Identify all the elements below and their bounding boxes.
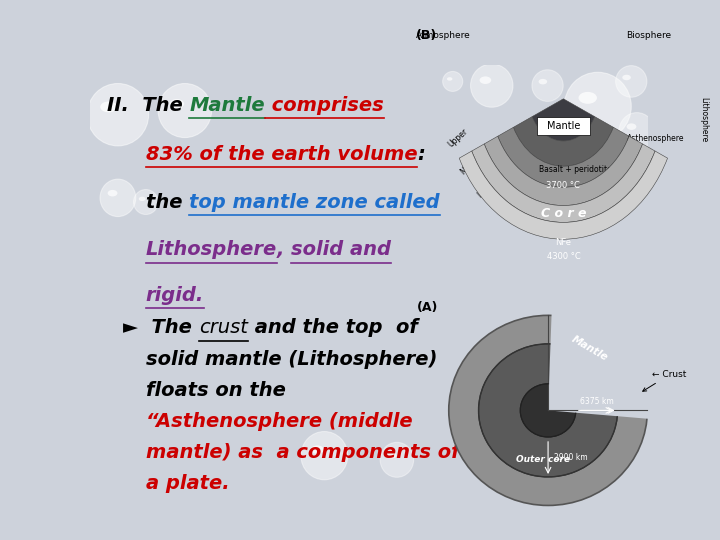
Text: Biosphere: Biosphere	[626, 31, 672, 40]
Ellipse shape	[387, 453, 397, 458]
Text: II.  The: II. The	[107, 96, 189, 115]
Text: Peridotite: Peridotite	[626, 156, 664, 165]
Ellipse shape	[107, 190, 117, 197]
Text: Mantle: Mantle	[546, 121, 580, 131]
Text: Middle: Middle	[459, 153, 484, 177]
Wedge shape	[532, 99, 595, 141]
Text: 3700 °C: 3700 °C	[546, 181, 580, 191]
Text: crust: crust	[199, 319, 248, 338]
Text: comprises: comprises	[265, 96, 384, 115]
Ellipse shape	[380, 442, 414, 477]
Ellipse shape	[443, 71, 463, 91]
Circle shape	[479, 344, 618, 477]
Ellipse shape	[579, 92, 597, 104]
Ellipse shape	[87, 84, 148, 146]
Ellipse shape	[622, 75, 631, 80]
Circle shape	[449, 315, 647, 505]
Wedge shape	[485, 136, 642, 206]
Text: Mantle: Mantle	[189, 96, 265, 115]
Ellipse shape	[564, 72, 631, 140]
Text: C o r e: C o r e	[541, 207, 586, 220]
Text: Lower: Lower	[476, 178, 499, 200]
Text: ← Crust: ← Crust	[643, 370, 687, 392]
Ellipse shape	[532, 70, 563, 102]
Ellipse shape	[158, 84, 212, 138]
Text: Atmosphere: Atmosphere	[416, 31, 471, 40]
Ellipse shape	[626, 123, 636, 130]
Circle shape	[521, 384, 576, 437]
Text: 11: 11	[613, 456, 629, 469]
Text: solid mantle (Lithosphere): solid mantle (Lithosphere)	[145, 349, 437, 369]
Text: 6375 km: 6375 km	[580, 397, 613, 406]
Text: top mantle zone called: top mantle zone called	[189, 193, 440, 212]
Wedge shape	[472, 144, 655, 222]
Wedge shape	[548, 310, 652, 419]
Text: (B): (B)	[416, 29, 438, 42]
Text: and the top  of: and the top of	[248, 319, 418, 338]
Text: (A): (A)	[417, 301, 438, 314]
Ellipse shape	[447, 77, 452, 80]
Text: ,: ,	[277, 240, 291, 259]
Text: 83% of the earth volume: 83% of the earth volume	[145, 145, 418, 164]
Text: Lithosphere: Lithosphere	[699, 97, 708, 143]
Wedge shape	[513, 117, 613, 166]
Text: Upper: Upper	[446, 127, 469, 149]
Text: Outer core: Outer core	[516, 455, 570, 464]
FancyBboxPatch shape	[537, 117, 590, 136]
Text: NFe: NFe	[555, 238, 572, 247]
Ellipse shape	[169, 99, 184, 109]
Wedge shape	[459, 151, 667, 239]
Ellipse shape	[311, 446, 324, 454]
Text: Asthenosphere: Asthenosphere	[626, 133, 684, 143]
Text: mantle) as  a components of: mantle) as a components of	[145, 443, 459, 462]
Text: the: the	[145, 193, 189, 212]
Ellipse shape	[616, 66, 647, 97]
Ellipse shape	[100, 179, 136, 217]
Text: a plate.: a plate.	[145, 474, 230, 494]
Ellipse shape	[619, 113, 654, 150]
Text: ►  The: ► The	[124, 319, 199, 338]
Ellipse shape	[133, 190, 158, 214]
Ellipse shape	[539, 79, 547, 84]
Text: :: :	[418, 145, 426, 164]
Wedge shape	[498, 127, 629, 187]
Ellipse shape	[301, 431, 348, 480]
Text: Lithosphere: Lithosphere	[145, 240, 277, 259]
Text: 2900 km: 2900 km	[554, 454, 588, 462]
Ellipse shape	[139, 197, 145, 201]
Text: Mantle: Mantle	[570, 334, 610, 363]
Text: floats on the: floats on the	[145, 381, 286, 400]
Ellipse shape	[100, 102, 117, 112]
Text: rigid.: rigid.	[145, 286, 204, 305]
Text: 4300 °C: 4300 °C	[546, 252, 580, 261]
Text: “Asthenosphere (middle: “Asthenosphere (middle	[145, 412, 413, 431]
Text: solid and: solid and	[291, 240, 391, 259]
Ellipse shape	[471, 64, 513, 107]
Text: Basalt + peridotite: Basalt + peridotite	[539, 165, 611, 173]
Ellipse shape	[480, 76, 491, 84]
